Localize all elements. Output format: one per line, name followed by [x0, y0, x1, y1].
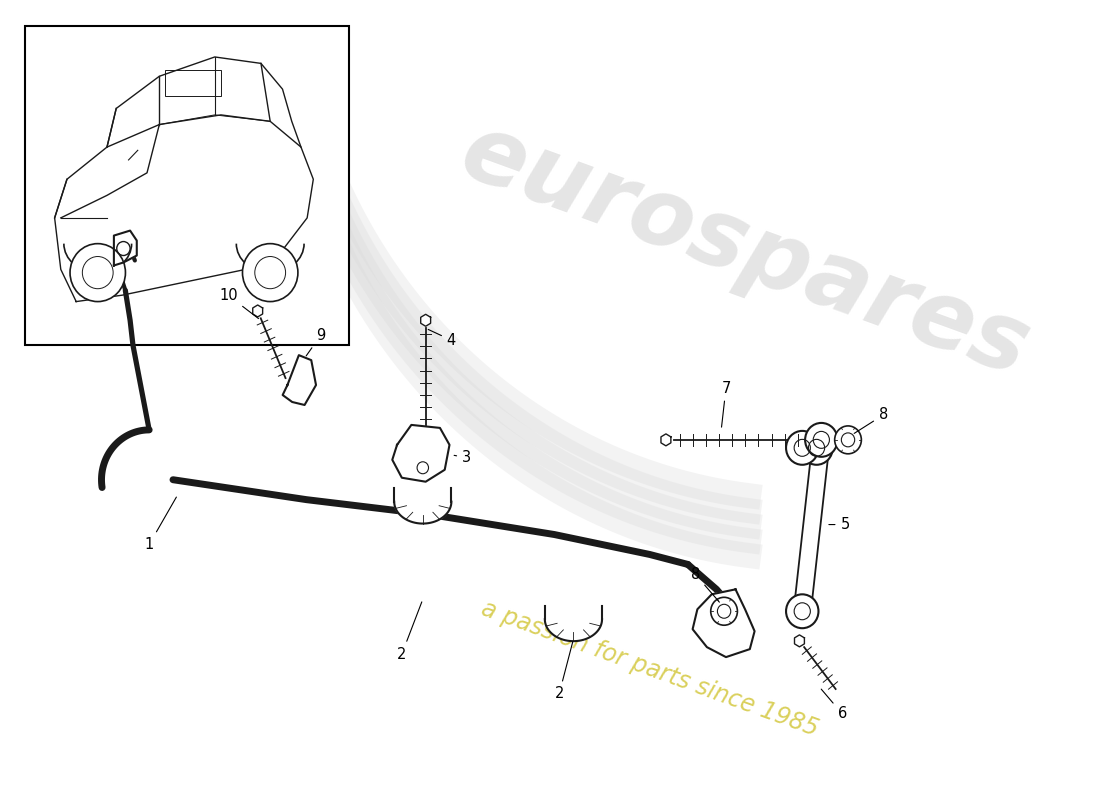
Polygon shape [420, 314, 430, 326]
Polygon shape [693, 590, 755, 657]
Circle shape [786, 594, 818, 628]
Circle shape [70, 244, 125, 302]
Polygon shape [55, 115, 314, 302]
Text: 2: 2 [554, 642, 573, 702]
Text: 7: 7 [722, 381, 730, 427]
Polygon shape [253, 305, 263, 317]
Polygon shape [283, 355, 316, 405]
Circle shape [801, 431, 833, 465]
Polygon shape [394, 502, 451, 523]
Text: 8: 8 [855, 407, 888, 434]
Text: 2: 2 [397, 602, 421, 662]
Circle shape [835, 426, 861, 454]
Polygon shape [114, 230, 136, 266]
Polygon shape [794, 439, 829, 612]
Circle shape [786, 431, 818, 465]
Text: 4: 4 [428, 330, 456, 348]
Text: a passion for parts since 1985: a passion for parts since 1985 [477, 597, 822, 742]
Text: 6: 6 [822, 689, 847, 722]
Text: 8: 8 [691, 567, 719, 602]
Text: eurospares: eurospares [449, 105, 1042, 396]
Circle shape [242, 244, 298, 302]
Text: 1: 1 [144, 497, 176, 552]
Text: 3: 3 [454, 450, 471, 466]
Polygon shape [544, 619, 602, 641]
Polygon shape [802, 441, 816, 455]
Circle shape [805, 423, 837, 457]
Bar [165, 70, 221, 95]
Text: 9: 9 [306, 328, 326, 356]
Text: 10: 10 [219, 288, 258, 318]
Text: 5: 5 [829, 517, 850, 532]
Polygon shape [661, 434, 671, 446]
Polygon shape [393, 425, 450, 482]
Circle shape [711, 598, 737, 626]
Bar [25, 26, 350, 345]
Polygon shape [794, 635, 804, 647]
